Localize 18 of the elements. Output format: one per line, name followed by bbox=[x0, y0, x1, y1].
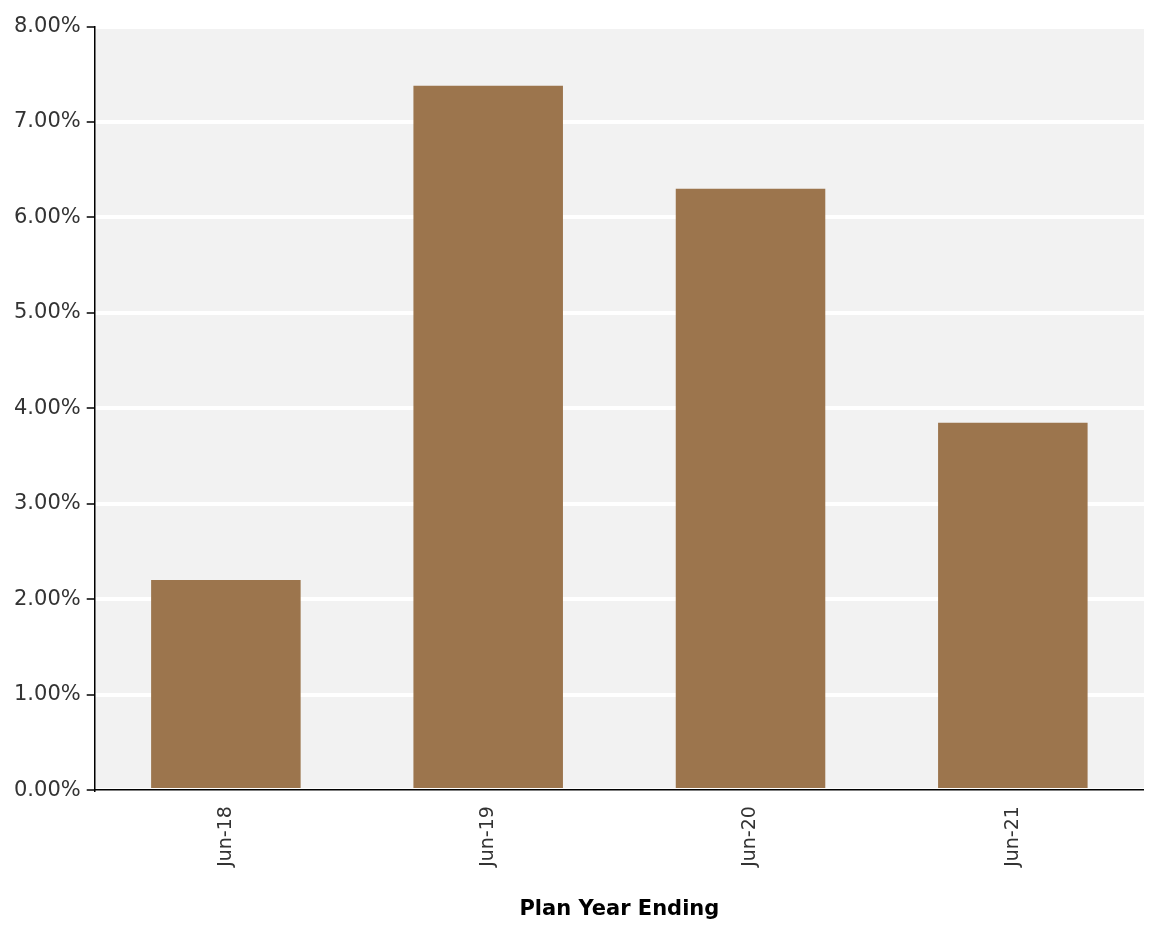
bar bbox=[938, 422, 1088, 789]
y-tick-label: 6.00% bbox=[13, 203, 81, 228]
y-tick-label: 0.00% bbox=[13, 776, 81, 801]
y-tick-label: 2.00% bbox=[13, 585, 81, 610]
bar bbox=[675, 188, 826, 789]
y-tick-label: 7.00% bbox=[13, 108, 81, 133]
x-tick-label: Jun-18 bbox=[212, 806, 235, 868]
y-tick-label: 5.00% bbox=[13, 299, 81, 324]
y-tick-label: 4.00% bbox=[13, 394, 81, 419]
bar bbox=[413, 85, 563, 789]
x-tick-label: Jun-21 bbox=[999, 806, 1022, 868]
bar bbox=[151, 580, 301, 789]
x-axis-title: Plan Year Ending bbox=[519, 895, 720, 920]
x-tick-label: Jun-20 bbox=[737, 806, 760, 868]
x-tick-label: Jun-19 bbox=[475, 806, 498, 868]
y-tick-label: 3.00% bbox=[13, 490, 81, 515]
y-tick-label: 1.00% bbox=[13, 681, 81, 706]
y-tick-label: 8.00% bbox=[13, 13, 81, 38]
